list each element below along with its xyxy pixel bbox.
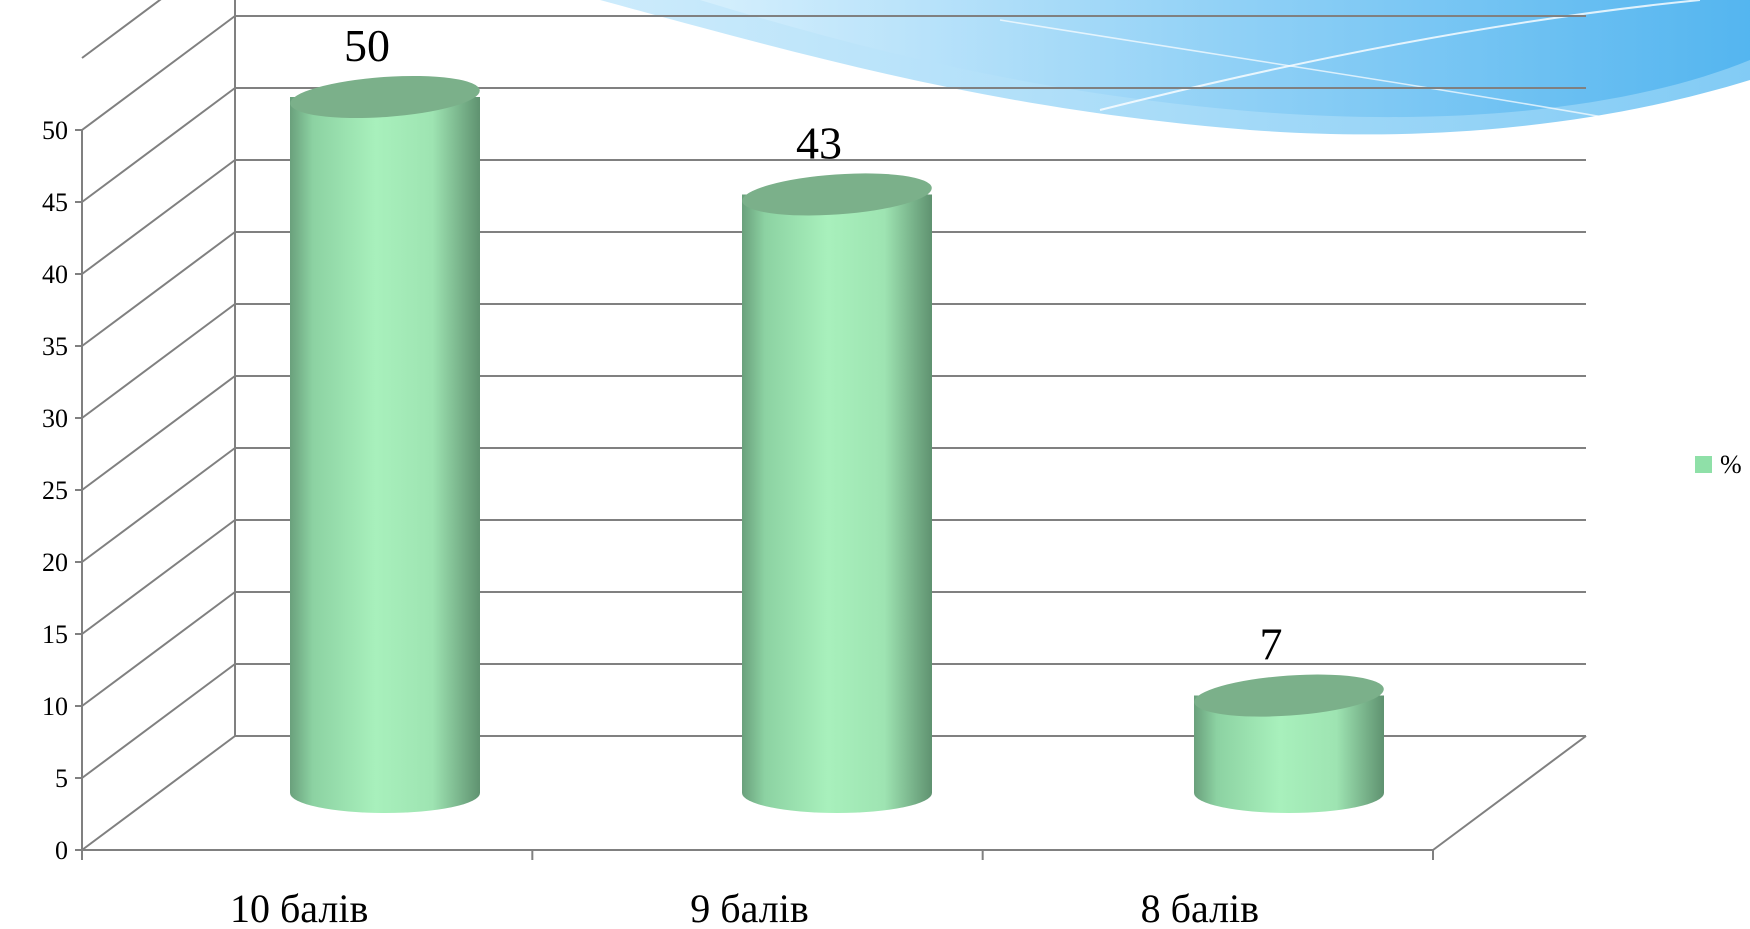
bar — [1194, 674, 1384, 813]
y-tick-label: 0 — [55, 836, 68, 865]
x-axis-categories: 10 балів 9 балів 8 балів — [230, 886, 1259, 929]
y-tick-label: 25 — [42, 476, 68, 505]
gridline — [75, 15, 1586, 131]
y-tick-label: 20 — [42, 548, 68, 577]
floor-right-edge — [1432, 735, 1587, 851]
y-axis-ticks: 0 5 10 15 20 25 30 35 40 45 50 — [42, 116, 68, 865]
data-label: 50 — [344, 20, 390, 71]
data-labels: 50 43 7 — [344, 20, 1283, 670]
data-label: 43 — [796, 117, 842, 168]
bar — [290, 75, 480, 813]
x-category-label: 10 балів — [230, 886, 368, 929]
y-tick-label: 50 — [42, 116, 68, 145]
y-tick-label: 30 — [42, 404, 68, 433]
axes — [81, 0, 1587, 860]
legend: % — [1695, 450, 1742, 479]
y-tick-label: 10 — [42, 692, 68, 721]
x-category-label: 9 балів — [690, 886, 808, 929]
bar — [742, 173, 932, 813]
x-category-label: 8 балів — [1141, 886, 1259, 929]
legend-label: % — [1720, 450, 1742, 479]
gridline-top-side — [81, 0, 162, 59]
y-tick-label: 5 — [55, 764, 68, 793]
y-tick-label: 45 — [42, 188, 68, 217]
data-label: 7 — [1260, 619, 1283, 670]
bars — [290, 75, 1384, 813]
legend-swatch — [1695, 456, 1712, 473]
decorative-wave — [600, 0, 1750, 135]
y-tick-label: 15 — [42, 620, 68, 649]
y-tick-label: 35 — [42, 332, 68, 361]
y-tick-label: 40 — [42, 260, 68, 289]
